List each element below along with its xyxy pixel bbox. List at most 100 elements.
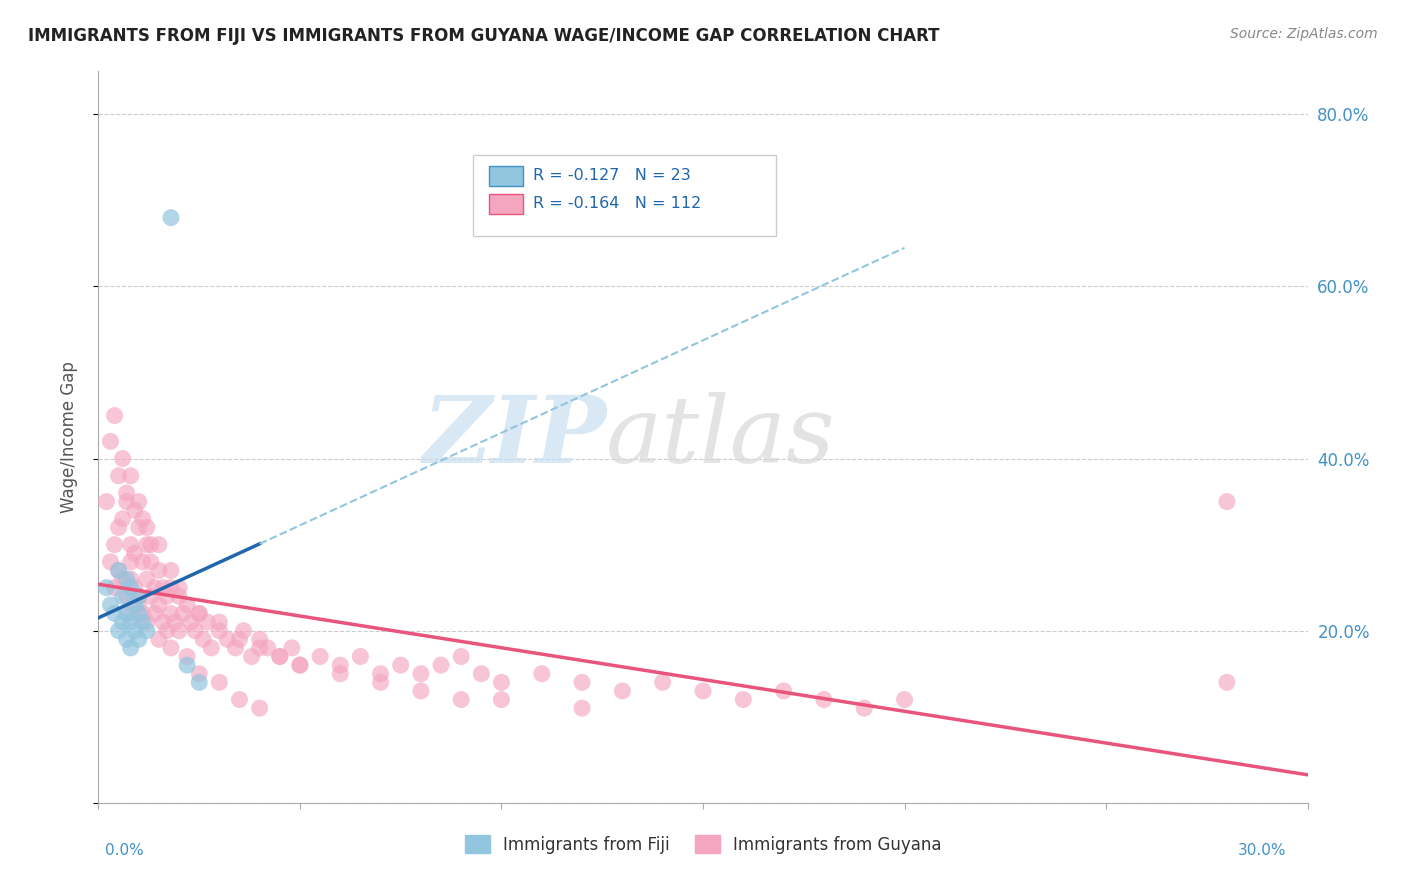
Text: Source: ZipAtlas.com: Source: ZipAtlas.com xyxy=(1230,27,1378,41)
Point xyxy=(115,486,138,500)
Point xyxy=(115,632,138,647)
Point xyxy=(571,675,593,690)
Point xyxy=(491,692,513,706)
Point xyxy=(692,684,714,698)
Point xyxy=(103,581,125,595)
Point xyxy=(128,632,150,647)
Point xyxy=(120,572,142,586)
Point xyxy=(124,598,146,612)
Point xyxy=(530,666,553,681)
Text: ZIP: ZIP xyxy=(422,392,606,482)
Point xyxy=(224,640,246,655)
Point xyxy=(256,640,278,655)
Point xyxy=(148,538,170,552)
Point xyxy=(128,607,150,621)
Point xyxy=(1216,494,1239,508)
Point xyxy=(195,615,218,629)
Point xyxy=(612,684,634,698)
Point xyxy=(167,581,190,595)
Point xyxy=(132,555,155,569)
Point xyxy=(107,564,129,578)
Point xyxy=(232,624,254,638)
Point xyxy=(103,409,125,423)
Point xyxy=(733,692,755,706)
Point xyxy=(430,658,453,673)
Point xyxy=(571,701,593,715)
Point xyxy=(450,649,472,664)
Point xyxy=(208,675,231,690)
Point xyxy=(100,434,122,449)
Point xyxy=(160,607,183,621)
Point xyxy=(115,607,138,621)
Point xyxy=(132,512,155,526)
Point xyxy=(160,211,183,225)
Text: IMMIGRANTS FROM FIJI VS IMMIGRANTS FROM GUYANA WAGE/INCOME GAP CORRELATION CHART: IMMIGRANTS FROM FIJI VS IMMIGRANTS FROM … xyxy=(28,27,939,45)
Point xyxy=(651,675,673,690)
Point xyxy=(128,589,150,603)
Point xyxy=(107,520,129,534)
Point xyxy=(156,589,179,603)
Point xyxy=(103,607,125,621)
Point xyxy=(148,598,170,612)
Point xyxy=(409,684,432,698)
Point xyxy=(217,632,239,647)
Point xyxy=(349,649,371,664)
Point xyxy=(409,666,432,681)
Point xyxy=(450,692,472,706)
Point xyxy=(139,555,162,569)
Point xyxy=(329,666,352,681)
Point xyxy=(188,666,211,681)
Point xyxy=(200,640,222,655)
Point xyxy=(115,494,138,508)
Point xyxy=(269,649,291,664)
Text: R = -0.127   N = 23: R = -0.127 N = 23 xyxy=(533,168,690,183)
Point xyxy=(240,649,263,664)
Point xyxy=(269,649,291,664)
Point xyxy=(188,607,211,621)
Point xyxy=(96,581,118,595)
Point xyxy=(111,512,134,526)
Point xyxy=(309,649,332,664)
Text: 0.0%: 0.0% xyxy=(105,843,145,858)
Point xyxy=(370,666,392,681)
Point xyxy=(128,494,150,508)
Point xyxy=(156,624,179,638)
Point xyxy=(124,503,146,517)
Point xyxy=(120,607,142,621)
Point xyxy=(128,589,150,603)
Point xyxy=(124,546,146,560)
Point xyxy=(176,658,198,673)
Point xyxy=(188,607,211,621)
Point xyxy=(120,468,142,483)
Point xyxy=(389,658,412,673)
Point xyxy=(370,675,392,690)
Point xyxy=(160,640,183,655)
Text: R = -0.164   N = 112: R = -0.164 N = 112 xyxy=(533,195,700,211)
Point xyxy=(132,615,155,629)
Point xyxy=(228,632,250,647)
Point xyxy=(491,675,513,690)
Point xyxy=(188,675,211,690)
Point xyxy=(143,581,166,595)
Point xyxy=(470,666,492,681)
Point xyxy=(120,640,142,655)
Point xyxy=(107,468,129,483)
Point xyxy=(139,589,162,603)
Legend: Immigrants from Fiji, Immigrants from Guyana: Immigrants from Fiji, Immigrants from Gu… xyxy=(458,829,948,860)
Point xyxy=(124,624,146,638)
Point xyxy=(132,607,155,621)
Point xyxy=(152,581,174,595)
Point xyxy=(135,615,157,629)
Point xyxy=(107,564,129,578)
Point xyxy=(893,692,915,706)
Point xyxy=(100,598,122,612)
Point xyxy=(288,658,311,673)
Point xyxy=(180,615,202,629)
FancyBboxPatch shape xyxy=(474,155,776,235)
Point xyxy=(208,624,231,638)
Point xyxy=(329,658,352,673)
Point xyxy=(135,572,157,586)
Point xyxy=(143,607,166,621)
Point xyxy=(772,684,794,698)
Point xyxy=(163,615,186,629)
